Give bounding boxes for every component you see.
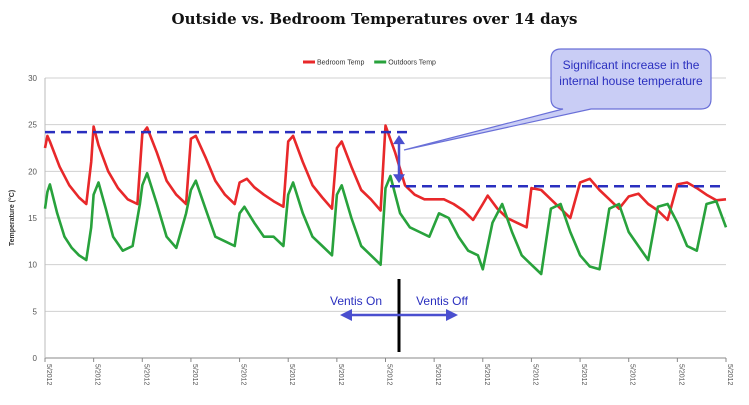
ventis-on-label: Ventis On [330,294,382,308]
legend-label: Outdoors Temp [388,60,436,67]
callout-text-line: internal house temperature [559,74,703,88]
series-line-outdoors-temp [43,171,728,276]
ventis-off-label: Ventis Off [416,294,468,308]
series-line-bedroom-temp [43,124,727,229]
chart-title: Outside vs. Bedroom Temperatures over 14… [171,10,578,28]
y-tick-label: 5 [33,307,38,316]
x-tick-label: 5/2012 [483,364,490,386]
x-tick-label: 5/2012 [531,364,538,386]
x-tick-label: 5/2012 [629,364,636,386]
x-tick-label: 5/2012 [45,364,52,386]
x-tick-label: 5/2012 [94,364,101,386]
y-tick-label: 0 [33,354,38,363]
annotations: Significant increase in the internal hous… [45,48,726,352]
x-tick-label: 5/2012 [337,364,344,386]
x-tick-label: 5/2012 [191,364,198,386]
x-tick-label: 5/2012 [386,364,393,386]
y-axis-label: Temperature (°C) [8,190,16,246]
callout-box [403,48,712,151]
legend-label: Bedroom Temp [317,60,364,67]
y-tick-label: 30 [28,74,37,83]
ventis-off-arrowhead [446,309,458,321]
callout-text-line: Significant increase in the [563,58,700,72]
series-lines [43,124,728,276]
axes: 0 5 10 15 20 25 30 5/2012 5/2012 5/2012 5/2012 5/20… [8,74,733,386]
increase-arrow-head-up [393,135,405,145]
ventis-on-arrowhead [340,309,352,321]
x-tick-label: 5/2012 [240,364,247,386]
y-tick-label: 20 [28,167,37,176]
y-tick-label: 15 [28,214,37,223]
x-tick-label: 5/2012 [288,364,295,386]
x-tick-label: 5/2012 [677,364,684,386]
x-tick-label: 5/2012 [434,364,441,386]
x-tick-label: 5/2012 [142,364,149,386]
increase-arrow-head-down [393,174,405,184]
y-tick-label: 25 [28,121,37,130]
x-tick-label: 5/2012 [580,364,587,386]
legend: Bedroom Temp Outdoors Temp [303,60,436,67]
x-tick-label: 5/2012 [726,364,733,386]
y-tick-label: 10 [28,261,37,270]
